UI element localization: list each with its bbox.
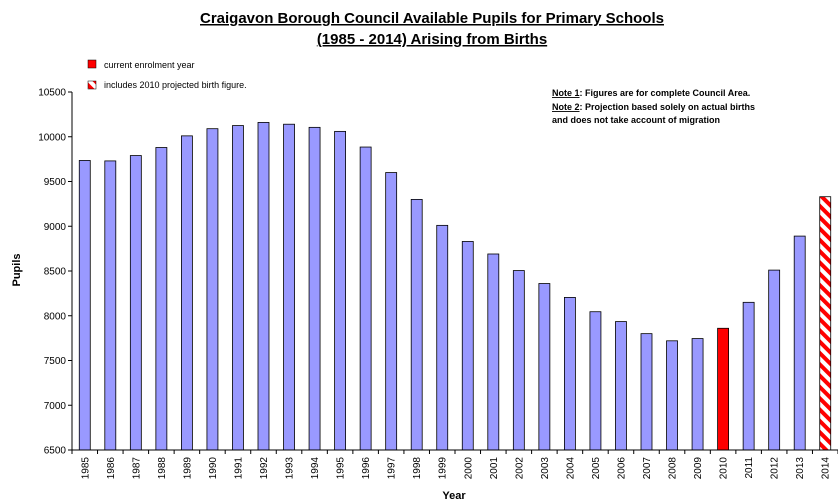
legend-swatch-current bbox=[87, 59, 97, 69]
bar-1988 bbox=[155, 147, 168, 451]
bar-1990 bbox=[206, 128, 219, 451]
x-tick-label-2004: 2004 bbox=[565, 457, 576, 480]
note-1: Note 1: Figures are for complete Council… bbox=[552, 88, 750, 98]
y-tick-label: 10000 bbox=[38, 132, 66, 143]
y-tick-label: 6500 bbox=[44, 446, 67, 457]
bar-2011 bbox=[742, 301, 755, 451]
y-tick-label: 9000 bbox=[44, 222, 67, 233]
bar-1986 bbox=[104, 160, 117, 451]
y-axis-label: Pupils bbox=[11, 253, 23, 286]
x-tick-label-1995: 1995 bbox=[336, 457, 347, 480]
legend-label-current: current enrolment year bbox=[104, 60, 195, 70]
y-tick-label: 7000 bbox=[44, 401, 67, 412]
bar-1989 bbox=[180, 135, 193, 451]
x-axis-label: Year bbox=[442, 490, 466, 502]
y-tick-label: 7500 bbox=[44, 356, 67, 367]
chart-title-line1: Craigavon Borough Council Available Pupi… bbox=[200, 10, 664, 27]
bar-1987 bbox=[129, 155, 142, 451]
x-tick-label-1994: 1994 bbox=[310, 457, 321, 480]
x-tick-label-1996: 1996 bbox=[361, 457, 372, 480]
x-tick-label-1993: 1993 bbox=[285, 457, 296, 480]
y-tick-label: 9500 bbox=[44, 177, 67, 188]
x-tick-label-2002: 2002 bbox=[514, 457, 525, 480]
bar-2002 bbox=[512, 270, 525, 451]
x-tick-label-1992: 1992 bbox=[259, 457, 270, 480]
bar-2001 bbox=[487, 253, 500, 451]
x-tick-label-2008: 2008 bbox=[668, 457, 679, 480]
bar-2004 bbox=[564, 297, 576, 451]
chart-title-line2: (1985 - 2014) Arising from Births bbox=[317, 31, 547, 48]
x-tick-label-2011: 2011 bbox=[744, 457, 755, 479]
x-tick-label-2000: 2000 bbox=[463, 457, 474, 480]
note-3: and does not take account of migration bbox=[552, 115, 720, 125]
x-tick-label-2006: 2006 bbox=[616, 457, 627, 480]
bar-2013 bbox=[793, 235, 806, 451]
x-tick-label-2003: 2003 bbox=[540, 457, 551, 480]
x-tick-label-1986: 1986 bbox=[106, 457, 117, 480]
x-tick-label-2007: 2007 bbox=[642, 457, 653, 480]
x-tick-label-2005: 2005 bbox=[591, 457, 602, 480]
x-tick-label-2010: 2010 bbox=[719, 457, 730, 480]
bar-1999 bbox=[436, 224, 449, 451]
x-axis: 1985 1986 1987 1988 1989 1990 1991 1992 1993 1994… bbox=[71, 449, 838, 480]
bar-1997 bbox=[385, 172, 398, 451]
bar-1992 bbox=[257, 122, 270, 451]
y-tick-label: 8000 bbox=[44, 311, 67, 322]
x-tick-label-1998: 1998 bbox=[412, 457, 423, 480]
note-2-label: Note 2 bbox=[552, 102, 580, 112]
x-tick-label-1987: 1987 bbox=[131, 457, 142, 480]
bar-1994 bbox=[308, 126, 321, 451]
bar-1985 bbox=[78, 160, 91, 451]
bar-1995 bbox=[334, 130, 347, 451]
bar-2000 bbox=[461, 241, 474, 451]
x-tick-label-1997: 1997 bbox=[387, 457, 398, 480]
note-2: Note 2: Projection based solely on actua… bbox=[552, 102, 755, 112]
note-2-text: : Projection based solely on actual birt… bbox=[580, 102, 756, 112]
x-tick-label-2001: 2001 bbox=[489, 457, 500, 480]
bar-2009 bbox=[691, 338, 704, 451]
bar-2003 bbox=[538, 283, 551, 451]
x-tick-label-1991: 1991 bbox=[233, 457, 244, 480]
bar-2006 bbox=[615, 321, 627, 451]
bar-1998 bbox=[410, 198, 423, 451]
y-tick-label: 10500 bbox=[38, 88, 66, 99]
bar-2007 bbox=[640, 333, 653, 451]
note-1-label: Note 1 bbox=[552, 88, 580, 98]
bar-2008 bbox=[666, 340, 678, 451]
x-tick-label-1988: 1988 bbox=[157, 457, 168, 480]
bar-1991 bbox=[232, 125, 244, 451]
x-tick-label-2013: 2013 bbox=[795, 457, 806, 480]
x-tick-label-1989: 1989 bbox=[182, 457, 193, 480]
legend-label-projected: includes 2010 projected birth figure. bbox=[104, 80, 247, 90]
bar-2005 bbox=[589, 311, 602, 451]
x-tick-label-1999: 1999 bbox=[438, 457, 449, 480]
x-tick-label-2012: 2012 bbox=[770, 457, 781, 480]
bar-1996 bbox=[359, 146, 372, 451]
bar-1993 bbox=[283, 123, 295, 451]
x-tick-label-1990: 1990 bbox=[208, 457, 219, 480]
legend: current enrolment year includes 2010 pro… bbox=[87, 59, 247, 90]
x-tick-label-2009: 2009 bbox=[693, 457, 704, 480]
bars bbox=[78, 122, 832, 451]
x-tick-label-1985: 1985 bbox=[80, 457, 91, 480]
notes: Note 1: Figures are for complete Council… bbox=[552, 88, 755, 125]
bar-2012 bbox=[768, 269, 781, 451]
note-1-text: : Figures are for complete Council Area. bbox=[580, 88, 751, 98]
y-axis: 6500 7000 7500 8000 8500 9000 9500 10000 10500 bbox=[38, 88, 73, 457]
x-tick-label-2014: 2014 bbox=[821, 457, 832, 480]
bar-2010 bbox=[717, 327, 729, 451]
bar-2014 bbox=[819, 196, 832, 451]
y-tick-label: 8500 bbox=[44, 267, 67, 278]
legend-swatch-projected bbox=[87, 80, 97, 90]
